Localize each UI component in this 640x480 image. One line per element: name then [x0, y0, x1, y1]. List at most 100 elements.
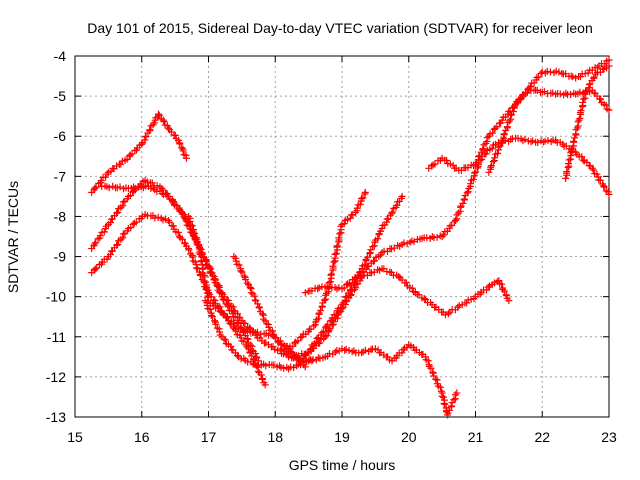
data-marker	[272, 334, 280, 342]
data-marker	[114, 240, 122, 248]
data-marker	[131, 184, 139, 192]
data-marker	[450, 396, 458, 404]
data-marker	[207, 311, 215, 319]
data-marker	[579, 156, 587, 164]
data-marker	[114, 208, 122, 216]
data-marker	[229, 303, 237, 311]
data-marker	[570, 137, 578, 145]
data-marker	[224, 296, 232, 304]
data-marker	[562, 89, 570, 97]
data-marker	[374, 235, 382, 243]
series-track-12	[485, 86, 613, 176]
data-marker	[337, 308, 345, 316]
data-marker	[399, 346, 407, 354]
data-marker	[316, 339, 324, 347]
data-marker	[464, 188, 472, 196]
data-marker	[178, 235, 186, 243]
data-marker	[567, 149, 575, 157]
data-marker	[546, 68, 554, 76]
data-marker	[408, 284, 416, 292]
data-marker	[403, 240, 411, 248]
series-track-1	[88, 110, 190, 196]
data-marker	[442, 408, 450, 416]
data-marker	[535, 73, 543, 81]
series-track-2	[88, 210, 269, 389]
data-marker	[211, 317, 219, 325]
data-marker	[406, 238, 414, 246]
data-marker	[600, 182, 608, 190]
series-track-7	[230, 188, 369, 353]
data-marker	[221, 336, 229, 344]
data-marker	[384, 215, 392, 223]
data-marker	[498, 280, 506, 288]
data-marker	[197, 258, 205, 266]
data-marker	[333, 242, 341, 250]
data-marker	[169, 222, 177, 230]
data-marker	[248, 346, 256, 354]
data-marker	[463, 299, 471, 307]
data-marker	[330, 318, 338, 326]
data-marker	[448, 221, 456, 229]
data-marker	[212, 320, 220, 328]
data-marker	[331, 348, 339, 356]
data-marker	[472, 168, 480, 176]
data-marker	[244, 335, 252, 343]
data-marker	[190, 229, 198, 237]
data-marker	[586, 80, 594, 88]
data-marker	[323, 332, 331, 340]
data-marker	[141, 136, 149, 144]
data-marker	[200, 277, 208, 285]
data-marker	[563, 168, 571, 176]
data-marker	[188, 253, 196, 261]
data-marker	[440, 231, 448, 239]
data-marker	[322, 322, 330, 330]
data-marker	[332, 250, 340, 258]
data-marker	[242, 275, 250, 283]
data-marker	[496, 142, 504, 150]
data-marker	[585, 84, 593, 92]
data-marker	[220, 335, 228, 343]
data-marker	[330, 258, 338, 266]
data-marker	[328, 321, 336, 329]
data-marker	[484, 283, 492, 291]
data-marker	[361, 346, 369, 354]
data-marker	[483, 134, 491, 142]
data-marker	[102, 173, 110, 181]
data-marker	[459, 199, 467, 207]
data-marker	[235, 261, 243, 269]
data-marker	[519, 93, 527, 101]
data-point	[395, 273, 403, 281]
data-marker	[541, 137, 549, 145]
data-point	[505, 297, 513, 305]
data-point	[605, 62, 613, 70]
data-marker	[192, 264, 200, 272]
data-marker	[257, 371, 265, 379]
data-point	[575, 116, 583, 124]
data-point	[588, 164, 596, 172]
data-marker	[499, 285, 507, 293]
y-tick-label: -12	[46, 369, 66, 385]
data-marker	[216, 308, 224, 316]
data-marker	[268, 327, 276, 335]
data-marker	[437, 387, 445, 395]
data-marker	[246, 328, 254, 336]
data-marker	[336, 230, 344, 238]
data-marker	[92, 239, 100, 247]
data-marker	[423, 234, 431, 242]
data-marker	[585, 81, 593, 89]
y-tick-label: -4	[54, 48, 67, 64]
data-marker	[233, 351, 241, 359]
data-marker	[487, 162, 495, 170]
data-marker	[438, 392, 446, 400]
data-marker	[300, 350, 308, 358]
data-marker	[155, 111, 163, 119]
data-marker	[209, 313, 217, 321]
data-marker	[454, 303, 462, 311]
data-marker	[96, 232, 104, 240]
data-marker	[596, 176, 604, 184]
data-point	[288, 353, 296, 361]
x-tick-label: 15	[67, 429, 83, 445]
data-marker	[460, 195, 468, 203]
data-marker	[119, 202, 127, 210]
data-marker	[402, 279, 410, 287]
